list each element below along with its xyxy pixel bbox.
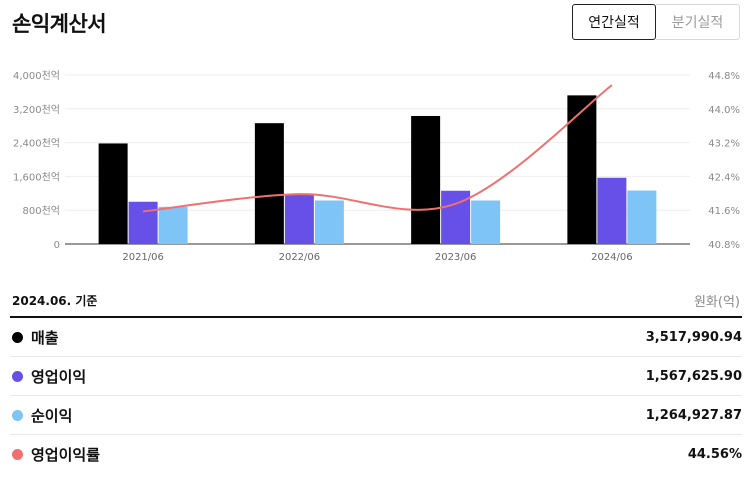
table-row: 순이익 1,264,927.87 [10, 396, 742, 435]
bar-영업이익 [284, 194, 314, 244]
y-right-tick-label: 41.6% [708, 206, 740, 217]
y-left-tick-label: 4,000천억 [13, 70, 60, 82]
y-left-tick-label: 1,600천억 [13, 171, 60, 183]
bar-순이익 [471, 200, 501, 244]
bar-매출 [567, 95, 597, 244]
tab-annual[interactable]: 연간실적 [572, 4, 656, 40]
bar-순이익 [627, 190, 657, 244]
bar-영업이익 [597, 177, 627, 244]
bar-순이익 [158, 206, 188, 244]
y-left-tick-label: 800천억 [23, 205, 61, 217]
x-tick-label: 2023/06 [435, 252, 477, 263]
summary-table: 매출 3,517,990.94 영업이익 1,567,625.90 순이익 1,… [10, 316, 742, 474]
income-chart: 0 800천억 1,600천억 2,400천억 3,200천억 4,000천억 40.8% 4… [13, 70, 740, 263]
bar-순이익 [314, 200, 344, 244]
row-label: 순이익 [31, 406, 73, 425]
line-영업이익률 [143, 84, 613, 213]
row-value: 3,517,990.94 [645, 329, 742, 345]
y-right-tick-label: 40.8% [708, 240, 740, 251]
x-tick-label: 2024/06 [591, 252, 633, 263]
basis-date: 2024.06. 기준 [12, 294, 98, 308]
row-value: 1,264,927.87 [645, 407, 742, 423]
y-right-tick-label: 42.4% [708, 172, 740, 183]
tab-quarterly[interactable]: 분기실적 [656, 4, 740, 40]
unit-label: 원화(억) [693, 295, 740, 310]
row-value: 44.56% [687, 447, 742, 462]
legend-dot-revenue [12, 331, 23, 343]
row-value: 1,567,625.90 [645, 368, 742, 384]
legend-dot-operating-income [12, 370, 23, 382]
y-left-tick-label: 3,200천억 [13, 104, 60, 116]
table-row: 매출 3,517,990.94 [10, 318, 742, 357]
bar-매출 [411, 115, 441, 244]
period-tabs: 연간실적 분기실적 [572, 4, 740, 40]
y-left-tick-label: 0 [54, 240, 60, 251]
row-label: 영업이익률 [31, 446, 101, 464]
x-tick-label: 2022/06 [279, 252, 321, 263]
y-right-tick-label: 44.8% [708, 71, 740, 82]
table-row: 영업이익률 44.56% [10, 435, 742, 474]
row-label: 매출 [31, 328, 59, 347]
legend-dot-net-income [12, 409, 23, 421]
y-left-tick-label: 2,400천억 [13, 138, 60, 150]
table-row: 영업이익 1,567,625.90 [10, 357, 742, 396]
y-right-tick-label: 44.0% [708, 105, 740, 116]
page-title: 손익계산서 [12, 12, 107, 36]
row-label: 영업이익 [31, 367, 87, 386]
bar-매출 [98, 143, 128, 244]
x-tick-label: 2021/06 [122, 252, 164, 263]
bar-매출 [254, 123, 284, 244]
legend-dot-operating-margin [12, 449, 23, 460]
bar-영업이익 [128, 201, 158, 244]
y-right-tick-label: 43.2% [708, 139, 740, 150]
